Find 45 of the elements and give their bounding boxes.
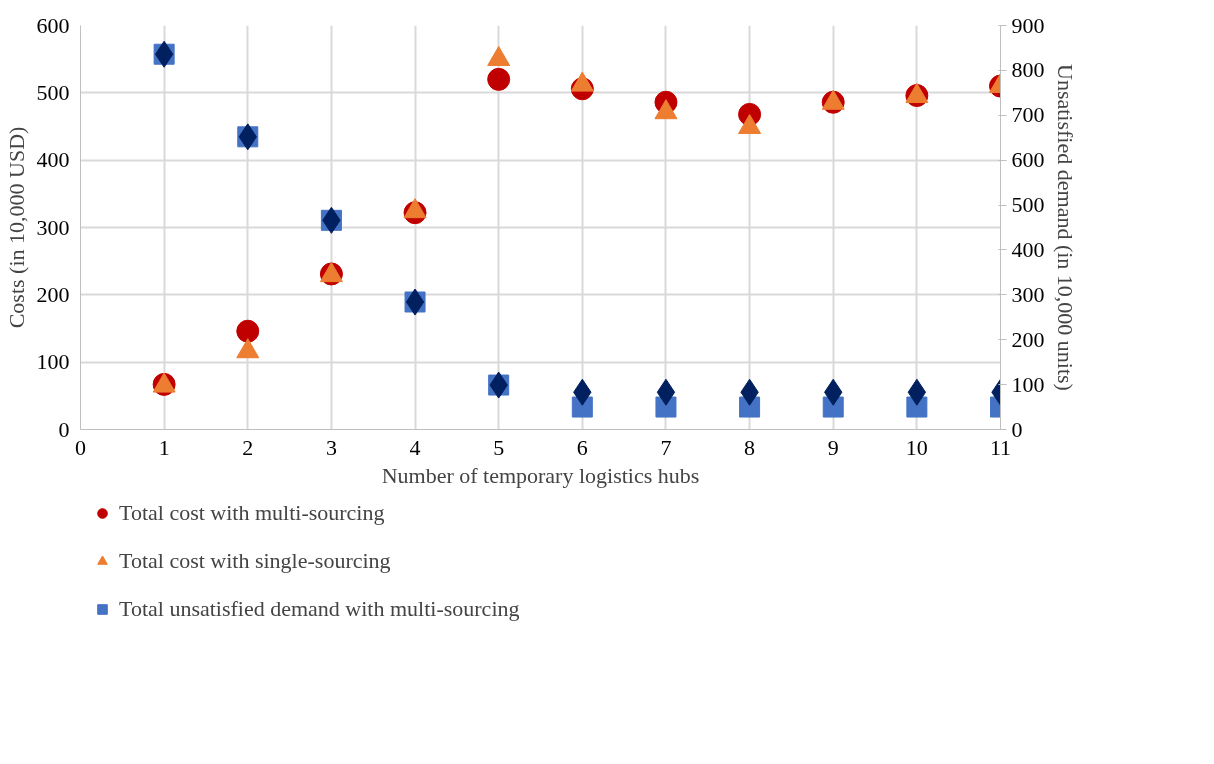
x-tick-label: 5 xyxy=(493,434,505,460)
point xyxy=(236,338,260,359)
y2-tick-label: 400 xyxy=(1011,236,1045,262)
y2-tick-label: 600 xyxy=(1011,147,1045,173)
point xyxy=(236,319,260,343)
x-tick-label: 7 xyxy=(660,434,672,460)
legend-label: Total unsatisfied demand with multi-sourcing xyxy=(119,596,520,622)
y-tick-label: 300 xyxy=(36,214,70,240)
y-tick-label: 400 xyxy=(36,147,70,173)
x-axis-title: Number of temporary logistics hubs xyxy=(381,462,700,488)
point xyxy=(654,99,678,120)
y2-tick-label: 900 xyxy=(1011,12,1045,38)
x-tick-label: 8 xyxy=(744,434,756,460)
point xyxy=(487,67,511,91)
x-tick-label: 1 xyxy=(158,434,170,460)
x-tick-label: 2 xyxy=(242,434,254,460)
legend-label: Total cost with multi-sourcing xyxy=(119,500,385,526)
point xyxy=(487,45,511,67)
x-tick-label: 4 xyxy=(409,434,421,460)
y-axis-title: Costs (in 10,000 USD) xyxy=(3,126,29,329)
y-tick-label: 600 xyxy=(36,12,70,38)
x-tick-label: 11 xyxy=(989,434,1012,460)
point xyxy=(656,378,676,406)
x-tick-label: 3 xyxy=(325,434,337,460)
y2-tick-label: 200 xyxy=(1011,326,1045,352)
y-tick-label: 200 xyxy=(36,281,70,307)
y-tick-label: 0 xyxy=(58,416,70,442)
legend-label: Total cost with single-sourcing xyxy=(119,548,391,574)
y2-tick-label: 0 xyxy=(1011,416,1023,442)
x-tick-label: 9 xyxy=(827,434,839,460)
y2-tick-label: 300 xyxy=(1011,281,1045,307)
point xyxy=(907,378,927,406)
point xyxy=(570,71,594,92)
point xyxy=(403,198,427,219)
y2-tick-label: 700 xyxy=(1011,102,1045,128)
y2-tick-label: 500 xyxy=(1011,192,1045,218)
x-tick-label: 10 xyxy=(905,434,928,460)
point xyxy=(738,113,762,135)
x-tick-label: 0 xyxy=(75,434,86,460)
x-tick-label: 6 xyxy=(576,434,588,460)
y-tick-label: 100 xyxy=(36,349,70,375)
y-tick-label: 500 xyxy=(36,79,70,105)
y2-axis-title: Unsatisfied demand (in 10,000 units) xyxy=(1052,64,1078,391)
y2-tick-label: 100 xyxy=(1011,371,1045,397)
y2-tick-label: 800 xyxy=(1011,57,1045,83)
